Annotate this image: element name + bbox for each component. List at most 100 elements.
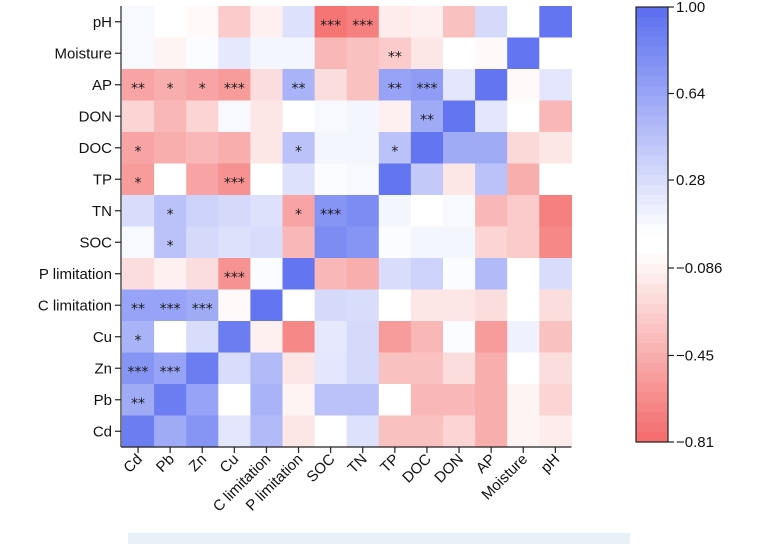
heatmap-cell (507, 37, 540, 70)
heatmap-cell (122, 163, 155, 196)
heatmap-cell (154, 6, 187, 39)
significance-mark: *** (352, 18, 373, 34)
colorbar-swatch (636, 184, 668, 196)
heatmap-cell (378, 132, 412, 165)
colorbar-swatch (636, 175, 668, 186)
heatmap-cell (507, 384, 540, 417)
colorbar-swatch (636, 323, 668, 334)
heatmap-cell (154, 132, 187, 165)
heatmap-cell (218, 384, 251, 417)
heatmap-cell (410, 384, 444, 417)
heatmap-cell (475, 258, 508, 291)
heatmap-cell (410, 415, 444, 448)
heatmap-cell (186, 289, 219, 322)
heatmap-cell (122, 132, 155, 165)
heatmap-cell (539, 69, 572, 102)
significance-mark: * (295, 207, 302, 223)
heatmap-cell (186, 321, 219, 354)
colorbar-tick-label: −0.45 (676, 347, 714, 364)
colorbar-swatch (636, 333, 668, 344)
heatmap-cell (218, 100, 251, 133)
heatmap-cell (314, 37, 348, 70)
column-label: pH (538, 451, 564, 477)
row-label: Cu (93, 329, 112, 346)
heatmap-cell (186, 6, 219, 39)
significance-mark: ** (131, 396, 145, 412)
colorbar-swatch (636, 362, 668, 374)
significance-mark: *** (224, 270, 245, 286)
colorbar-swatch (636, 115, 668, 127)
heatmap-cell (443, 258, 476, 291)
heatmap-cell (154, 100, 187, 133)
heatmap-cell (186, 258, 219, 291)
heatmap-cell (475, 37, 508, 70)
significance-mark: * (199, 81, 206, 97)
heatmap-cell (539, 258, 572, 291)
row-label: AP (92, 77, 112, 94)
heatmap-cell (250, 6, 284, 39)
heatmap-cell (443, 289, 476, 322)
significance-mark: ** (131, 301, 145, 317)
colorbar-swatch (636, 16, 668, 28)
heatmap-cell (443, 226, 476, 259)
colorbar-swatch (636, 76, 668, 87)
heatmap-cell (314, 289, 348, 322)
heatmap-cell (443, 321, 476, 354)
heatmap-cell (507, 163, 540, 196)
heatmap-cell (507, 69, 540, 102)
significance-mark: * (167, 238, 174, 254)
significance-mark: *** (320, 18, 341, 34)
significance-mark: * (295, 144, 302, 160)
row-label: SOC (79, 234, 112, 251)
heatmap-cell (282, 132, 316, 165)
heatmap-cell (507, 321, 540, 354)
heatmap-cell (378, 415, 412, 448)
heatmap-cell (282, 100, 316, 133)
column-label: DON (431, 451, 467, 487)
heatmap-cell (218, 37, 251, 70)
heatmap-cell (122, 352, 155, 385)
row-label: P limitation (39, 266, 112, 283)
heatmap-cell (218, 352, 251, 385)
heatmap-cell (346, 384, 380, 417)
heatmap-cell (539, 415, 572, 448)
heatmap-cell (282, 258, 316, 291)
heatmap-cell (410, 100, 444, 133)
row-label: Zn (94, 360, 112, 377)
colorbar-swatch (636, 382, 668, 394)
heatmap-cell (250, 163, 284, 196)
heatmap-cell (378, 195, 412, 228)
heatmap-cell (282, 6, 316, 39)
heatmap-cell (314, 352, 348, 385)
heatmap-cell (282, 195, 316, 228)
heatmap-cell (410, 226, 444, 259)
heatmap-cell (314, 321, 348, 354)
heatmap-cell (475, 6, 508, 39)
row-label: DON (79, 108, 112, 125)
heatmap-cell (314, 195, 348, 228)
colorbar-swatch (636, 165, 668, 176)
colorbar-swatch (636, 36, 668, 48)
heatmap-cell (186, 384, 219, 417)
colorbar-swatch (636, 105, 668, 117)
colorbar-swatch (636, 26, 668, 38)
heatmap-cell (443, 352, 476, 385)
heatmap-cell (539, 226, 572, 259)
heatmap-cell (186, 352, 219, 385)
heatmap-cell (122, 258, 155, 291)
heatmap-cell (539, 352, 572, 385)
colorbar-swatch (636, 353, 668, 364)
heatmap-cell (539, 289, 572, 322)
heatmap-cell (410, 258, 444, 291)
row-label: TP (93, 171, 112, 188)
colorbar-swatch (636, 155, 668, 166)
column-label: TP (377, 451, 403, 477)
significance-mark: *** (192, 301, 213, 317)
heatmap-cell (346, 226, 380, 259)
colorbar: 1.00 0.64 0.28 −0.086 −0.45 −0.81 (635, 0, 722, 451)
heatmap-cell (250, 132, 284, 165)
colorbar-swatch (636, 283, 668, 295)
heatmap-cell (507, 100, 540, 133)
heatmap-cell (410, 132, 444, 165)
heatmap-cell (186, 163, 219, 196)
